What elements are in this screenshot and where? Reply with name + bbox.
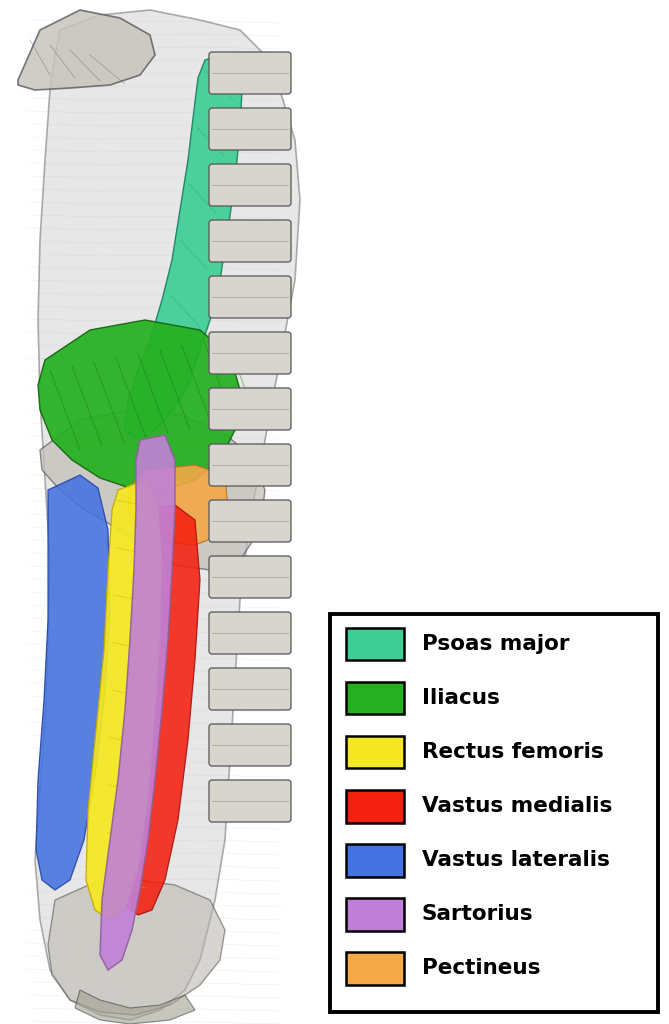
- Text: Vastus lateralis: Vastus lateralis: [421, 850, 609, 870]
- Polygon shape: [118, 505, 200, 915]
- FancyBboxPatch shape: [347, 844, 403, 877]
- Polygon shape: [128, 465, 228, 545]
- FancyBboxPatch shape: [347, 682, 403, 715]
- Text: Vastus medialis: Vastus medialis: [421, 797, 612, 816]
- FancyBboxPatch shape: [209, 276, 291, 318]
- FancyBboxPatch shape: [209, 780, 291, 822]
- FancyBboxPatch shape: [209, 668, 291, 710]
- Polygon shape: [125, 55, 242, 438]
- Text: Pectineus: Pectineus: [421, 958, 540, 979]
- FancyBboxPatch shape: [209, 108, 291, 150]
- FancyBboxPatch shape: [209, 612, 291, 654]
- Text: Rectus femoris: Rectus femoris: [421, 742, 603, 762]
- Polygon shape: [35, 10, 300, 1020]
- Polygon shape: [38, 319, 240, 490]
- Polygon shape: [18, 10, 155, 90]
- Text: Psoas major: Psoas major: [421, 634, 569, 654]
- FancyBboxPatch shape: [209, 388, 291, 430]
- FancyBboxPatch shape: [347, 628, 403, 660]
- Polygon shape: [75, 990, 195, 1024]
- FancyBboxPatch shape: [209, 52, 291, 94]
- Text: Iliacus: Iliacus: [421, 688, 500, 709]
- FancyBboxPatch shape: [209, 556, 291, 598]
- FancyBboxPatch shape: [347, 952, 403, 985]
- FancyBboxPatch shape: [347, 898, 403, 931]
- FancyBboxPatch shape: [347, 791, 403, 822]
- FancyBboxPatch shape: [209, 444, 291, 486]
- FancyBboxPatch shape: [209, 332, 291, 374]
- Polygon shape: [100, 435, 175, 970]
- Polygon shape: [48, 880, 225, 1015]
- FancyBboxPatch shape: [330, 614, 658, 1012]
- FancyBboxPatch shape: [209, 500, 291, 542]
- FancyBboxPatch shape: [209, 164, 291, 206]
- Polygon shape: [86, 480, 162, 920]
- Polygon shape: [40, 410, 265, 570]
- FancyBboxPatch shape: [347, 736, 403, 768]
- FancyBboxPatch shape: [209, 220, 291, 262]
- Polygon shape: [36, 475, 110, 890]
- Text: Sartorius: Sartorius: [421, 904, 533, 925]
- FancyBboxPatch shape: [209, 724, 291, 766]
